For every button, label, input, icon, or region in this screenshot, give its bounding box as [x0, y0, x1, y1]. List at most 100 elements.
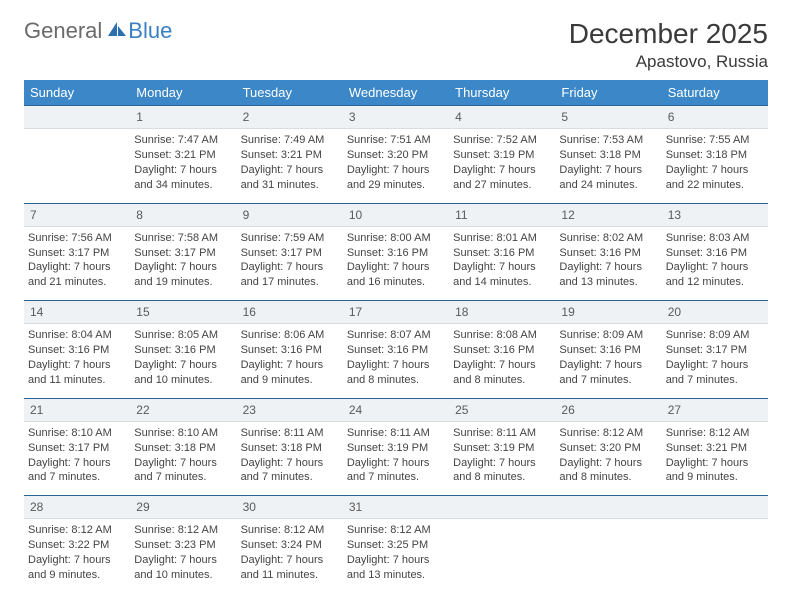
day-cell: Sunrise: 8:04 AMSunset: 3:16 PMDaylight:… [24, 324, 130, 398]
daylight-text-2: and 7 minutes. [559, 373, 657, 388]
sunrise-text: Sunrise: 8:10 AM [134, 426, 232, 441]
page-header: General Blue December 2025 Apastovo, Rus… [24, 18, 768, 72]
sunset-text: Sunset: 3:17 PM [666, 343, 764, 358]
day-cell: Sunrise: 7:56 AMSunset: 3:17 PMDaylight:… [24, 226, 130, 300]
daylight-text: Daylight: 7 hours [559, 163, 657, 178]
day-cell: Sunrise: 7:47 AMSunset: 3:21 PMDaylight:… [130, 129, 236, 203]
day-number-cell [24, 106, 130, 129]
day-number-cell: 10 [343, 203, 449, 226]
daylight-text: Daylight: 7 hours [453, 358, 551, 373]
sunset-text: Sunset: 3:16 PM [347, 343, 445, 358]
calendar-table: Sunday Monday Tuesday Wednesday Thursday… [24, 80, 768, 593]
day-cell: Sunrise: 8:08 AMSunset: 3:16 PMDaylight:… [449, 324, 555, 398]
sunrise-text: Sunrise: 7:55 AM [666, 133, 764, 148]
sunset-text: Sunset: 3:20 PM [559, 441, 657, 456]
daylight-text-2: and 7 minutes. [134, 470, 232, 485]
daylight-text-2: and 9 minutes. [241, 373, 339, 388]
weekday-header: Saturday [662, 80, 768, 106]
daylight-text-2: and 12 minutes. [666, 275, 764, 290]
day-cell: Sunrise: 8:09 AMSunset: 3:17 PMDaylight:… [662, 324, 768, 398]
sunset-text: Sunset: 3:18 PM [134, 441, 232, 456]
day-number-cell: 29 [130, 496, 236, 519]
daylight-text-2: and 29 minutes. [347, 178, 445, 193]
sunset-text: Sunset: 3:25 PM [347, 538, 445, 553]
daylight-text-2: and 31 minutes. [241, 178, 339, 193]
sunset-text: Sunset: 3:22 PM [28, 538, 126, 553]
sunrise-text: Sunrise: 8:01 AM [453, 231, 551, 246]
day-number-cell: 22 [130, 398, 236, 421]
day-cell: Sunrise: 8:12 AMSunset: 3:25 PMDaylight:… [343, 519, 449, 593]
day-cell: Sunrise: 8:12 AMSunset: 3:23 PMDaylight:… [130, 519, 236, 593]
brand-logo: General Blue [24, 18, 172, 44]
title-block: December 2025 Apastovo, Russia [569, 18, 768, 72]
daylight-text-2: and 13 minutes. [559, 275, 657, 290]
day-number-cell: 11 [449, 203, 555, 226]
day-number-cell: 16 [237, 301, 343, 324]
daylight-text: Daylight: 7 hours [134, 260, 232, 275]
sunrise-text: Sunrise: 8:12 AM [241, 523, 339, 538]
day-number-cell: 30 [237, 496, 343, 519]
day-number-cell [449, 496, 555, 519]
daylight-text: Daylight: 7 hours [666, 260, 764, 275]
daylight-text: Daylight: 7 hours [559, 358, 657, 373]
sunrise-text: Sunrise: 8:03 AM [666, 231, 764, 246]
sunset-text: Sunset: 3:16 PM [559, 343, 657, 358]
sunset-text: Sunset: 3:16 PM [347, 246, 445, 261]
sunrise-text: Sunrise: 7:51 AM [347, 133, 445, 148]
day-cell: Sunrise: 8:11 AMSunset: 3:18 PMDaylight:… [237, 421, 343, 495]
daylight-text-2: and 11 minutes. [241, 568, 339, 583]
daylight-text-2: and 8 minutes. [453, 373, 551, 388]
daylight-text-2: and 17 minutes. [241, 275, 339, 290]
daylight-text-2: and 22 minutes. [666, 178, 764, 193]
sunrise-text: Sunrise: 7:53 AM [559, 133, 657, 148]
day-number-cell: 25 [449, 398, 555, 421]
daylight-text: Daylight: 7 hours [28, 553, 126, 568]
daylight-text-2: and 7 minutes. [241, 470, 339, 485]
day-cell [449, 519, 555, 593]
day-number-cell: 15 [130, 301, 236, 324]
day-cell: Sunrise: 7:52 AMSunset: 3:19 PMDaylight:… [449, 129, 555, 203]
daylight-text: Daylight: 7 hours [28, 260, 126, 275]
day-cell: Sunrise: 8:10 AMSunset: 3:18 PMDaylight:… [130, 421, 236, 495]
daylight-text-2: and 11 minutes. [28, 373, 126, 388]
daylight-text: Daylight: 7 hours [559, 260, 657, 275]
sunrise-text: Sunrise: 8:09 AM [559, 328, 657, 343]
sunset-text: Sunset: 3:16 PM [134, 343, 232, 358]
daylight-text-2: and 7 minutes. [28, 470, 126, 485]
sunrise-text: Sunrise: 8:11 AM [241, 426, 339, 441]
daylight-text: Daylight: 7 hours [28, 358, 126, 373]
sunrise-text: Sunrise: 8:09 AM [666, 328, 764, 343]
sunset-text: Sunset: 3:21 PM [241, 148, 339, 163]
weekday-header: Tuesday [237, 80, 343, 106]
daylight-text: Daylight: 7 hours [241, 358, 339, 373]
day-number-cell: 7 [24, 203, 130, 226]
weekday-header-row: Sunday Monday Tuesday Wednesday Thursday… [24, 80, 768, 106]
day-number-row: 123456 [24, 106, 768, 129]
weekday-header: Friday [555, 80, 661, 106]
daylight-text: Daylight: 7 hours [347, 163, 445, 178]
day-cell [24, 129, 130, 203]
daylight-text: Daylight: 7 hours [453, 163, 551, 178]
day-number-cell: 6 [662, 106, 768, 129]
sunset-text: Sunset: 3:19 PM [347, 441, 445, 456]
day-cell: Sunrise: 8:03 AMSunset: 3:16 PMDaylight:… [662, 226, 768, 300]
weekday-header: Thursday [449, 80, 555, 106]
daylight-text-2: and 8 minutes. [559, 470, 657, 485]
day-cell: Sunrise: 8:12 AMSunset: 3:21 PMDaylight:… [662, 421, 768, 495]
day-cell: Sunrise: 8:12 AMSunset: 3:24 PMDaylight:… [237, 519, 343, 593]
day-content-row: Sunrise: 8:10 AMSunset: 3:17 PMDaylight:… [24, 421, 768, 495]
daylight-text-2: and 9 minutes. [28, 568, 126, 583]
daylight-text: Daylight: 7 hours [453, 456, 551, 471]
day-number-cell: 3 [343, 106, 449, 129]
day-cell: Sunrise: 8:10 AMSunset: 3:17 PMDaylight:… [24, 421, 130, 495]
sunset-text: Sunset: 3:17 PM [28, 246, 126, 261]
daylight-text: Daylight: 7 hours [241, 163, 339, 178]
daylight-text: Daylight: 7 hours [347, 358, 445, 373]
sunset-text: Sunset: 3:19 PM [453, 148, 551, 163]
daylight-text-2: and 16 minutes. [347, 275, 445, 290]
day-number-cell: 9 [237, 203, 343, 226]
sunset-text: Sunset: 3:17 PM [134, 246, 232, 261]
sunrise-text: Sunrise: 7:49 AM [241, 133, 339, 148]
daylight-text: Daylight: 7 hours [134, 163, 232, 178]
daylight-text: Daylight: 7 hours [347, 553, 445, 568]
